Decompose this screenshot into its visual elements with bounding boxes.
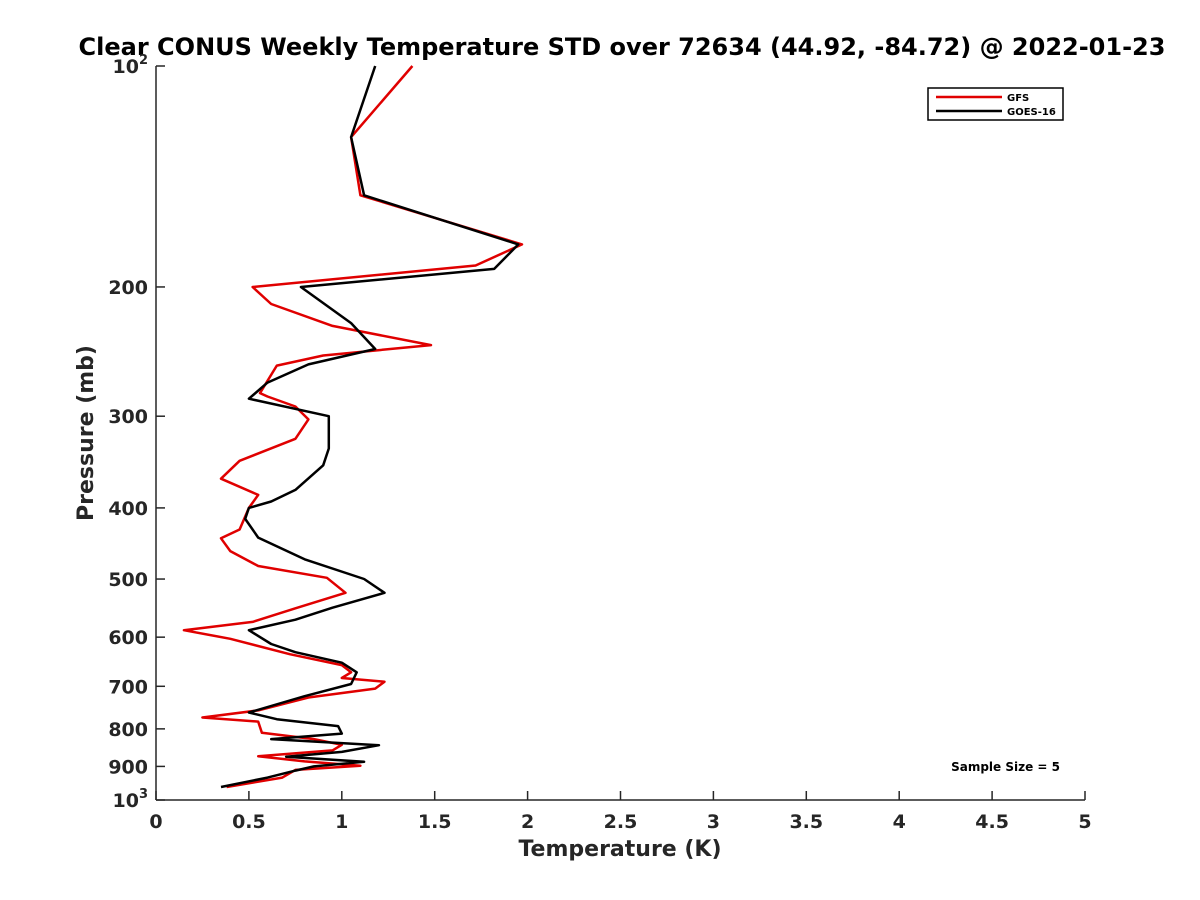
- y-tick-label-exponent: 2: [139, 53, 148, 68]
- y-tick-label: 700: [108, 676, 148, 698]
- legend-label: GOES-16: [1007, 107, 1056, 118]
- x-tick-label: 5: [1078, 811, 1091, 833]
- y-tick-label-base: 10: [113, 56, 139, 78]
- y-tick-label: 900: [108, 756, 148, 778]
- y-tick-label: 103: [113, 787, 149, 812]
- x-tick-label: 3: [707, 811, 720, 833]
- y-tick-label-base: 900: [108, 756, 148, 778]
- y-tick-label: 500: [108, 569, 148, 591]
- x-axis-label: Temperature (K): [518, 837, 721, 862]
- y-tick-label-base: 300: [108, 406, 148, 428]
- y-tick-label-base: 400: [108, 498, 148, 520]
- series-line-goes-16: [220, 65, 520, 789]
- series-layer: [182, 65, 524, 789]
- chart-title: Clear CONUS Weekly Temperature STD over …: [79, 33, 1166, 61]
- y-tick-label-exponent: 3: [139, 787, 148, 802]
- y-tick-label: 102: [113, 53, 149, 78]
- legend-box: [927, 87, 1064, 121]
- y-tick-label-base: 700: [108, 676, 148, 698]
- sample-size-note: Sample Size = 5: [951, 760, 1060, 774]
- x-tick-label: 3.5: [789, 811, 823, 833]
- y-axis-label: Pressure (mb): [74, 345, 99, 521]
- x-tick-label: 1: [335, 811, 348, 833]
- y-tick-label-base: 500: [108, 569, 148, 591]
- y-tick-label: 200: [108, 277, 148, 299]
- legend-label: GFS: [1007, 93, 1029, 104]
- y-tick-label: 400: [108, 498, 148, 520]
- plot-area: [156, 66, 1085, 800]
- y-tick-label-base: 200: [108, 277, 148, 299]
- y-tick-label: 600: [108, 627, 148, 649]
- series-line-gfs: [182, 65, 524, 789]
- y-tick-label-base: 800: [108, 719, 148, 741]
- x-tick-label: 0.5: [232, 811, 266, 833]
- legend: GFS GOES-16: [927, 87, 1064, 121]
- x-tick-label: 2: [521, 811, 534, 833]
- x-tick-label: 4.5: [975, 811, 1009, 833]
- y-tick-label-base: 600: [108, 627, 148, 649]
- y-tick-label: 300: [108, 406, 148, 428]
- x-tick-label: 1.5: [418, 811, 452, 833]
- x-tick-label: 2.5: [604, 811, 638, 833]
- y-tick-label-base: 10: [113, 790, 139, 812]
- x-tick-label: 0: [149, 811, 162, 833]
- x-tick-label: 4: [893, 811, 906, 833]
- x-axis-ticks: 0 0.5 1 1.5 2 2.5 3 3.5 4 4.5 5: [149, 791, 1092, 833]
- y-tick-label: 800: [108, 719, 148, 741]
